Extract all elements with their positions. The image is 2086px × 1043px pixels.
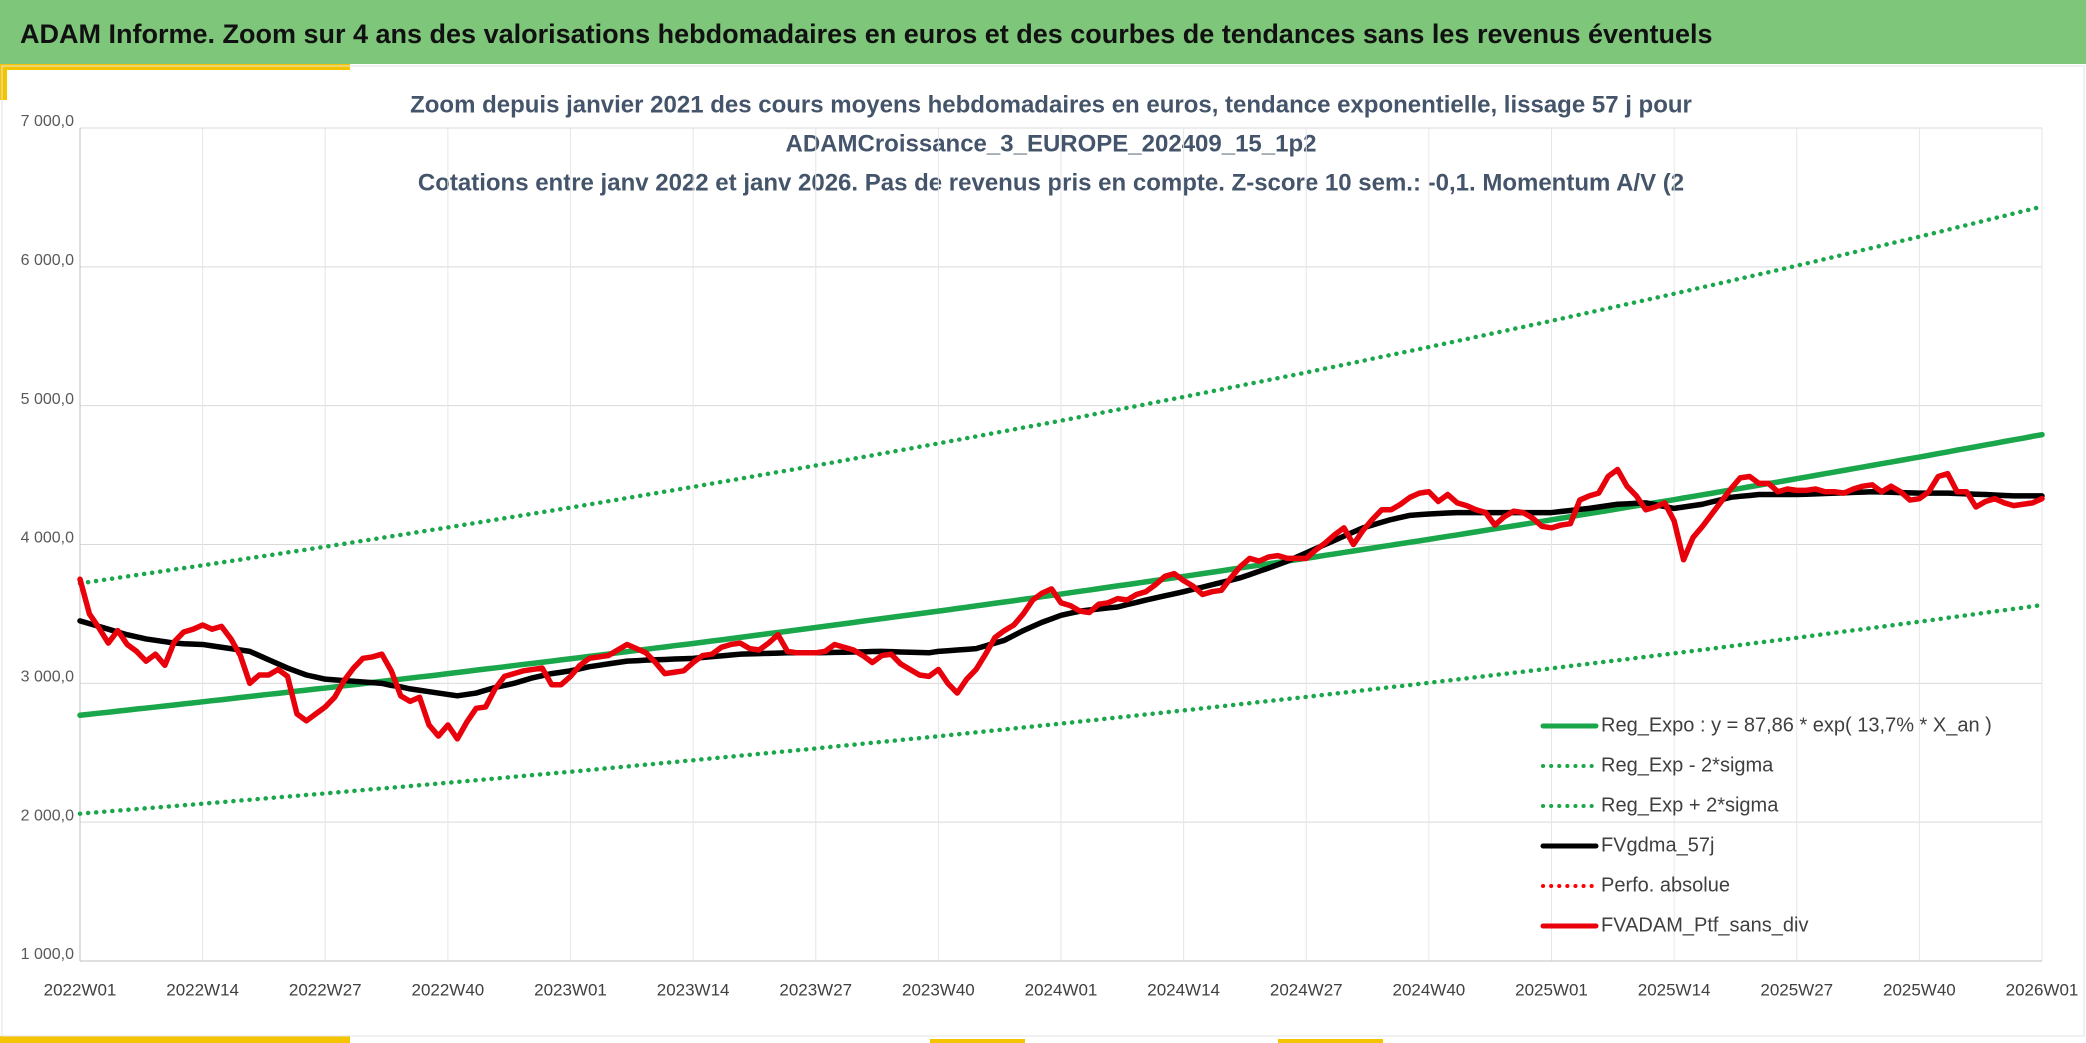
x-tick-label: 2024W27 [1270, 980, 1343, 999]
accent [930, 1039, 1025, 1043]
header-title: ADAM Informe. Zoom sur 4 ans des valoris… [20, 19, 1713, 49]
series-line [77, 488, 2045, 699]
y-tick-label: 4 000,0 [21, 530, 74, 547]
chart-frame [1, 65, 2085, 1037]
header-band [0, 0, 2086, 64]
legend: Reg_Expo : y = 87,86 * exp( 13,7% * X_an… [1540, 714, 1992, 936]
accent [1278, 1039, 1383, 1043]
y-tick-label: 3 000,0 [21, 669, 74, 686]
legend-label: Reg_Exp + 2*sigma [1601, 794, 1779, 816]
y-tick-label: 1 000,0 [21, 946, 74, 963]
x-tick-label: 2022W01 [44, 980, 117, 999]
chart-title: ADAMCroissance_3_EUROPE_202409_15_1p2 [786, 130, 1317, 157]
y-tick-label: 2 000,0 [21, 807, 74, 824]
legend-label: Reg_Expo : y = 87,86 * exp( 13,7% * X_an… [1601, 714, 1992, 736]
plot-area [77, 204, 2045, 816]
series-line [77, 466, 2045, 742]
legend-label: Perfo. absolue [1601, 874, 1730, 896]
x-tick-label: 2024W01 [1025, 980, 1098, 999]
x-tick-label: 2023W14 [657, 980, 730, 999]
accent [0, 64, 7, 100]
x-tick-label: 2022W14 [166, 980, 239, 999]
chart-title: Cotations entre janv 2022 et janv 2026. … [418, 169, 1684, 196]
accent [0, 1036, 350, 1043]
legend-label: FVADAM_Ptf_sans_div [1601, 914, 1809, 936]
series-line [77, 204, 2045, 586]
x-tick-label: 2022W40 [411, 980, 484, 999]
x-tick-label: 2026W01 [2006, 980, 2079, 999]
x-tick-label: 2023W27 [779, 980, 852, 999]
x-tick-label: 2023W40 [902, 980, 975, 999]
series-line [77, 431, 2045, 719]
x-tick-label: 2025W14 [1638, 980, 1711, 999]
chart-title: Zoom depuis janvier 2021 des cours moyen… [410, 91, 1692, 118]
x-tick-label: 2024W40 [1392, 980, 1465, 999]
series-line [77, 602, 2045, 816]
y-tick-label: 5 000,0 [21, 391, 74, 408]
legend-label: Reg_Exp - 2*sigma [1601, 754, 1774, 776]
accent [0, 64, 350, 70]
y-tick-label: 6 000,0 [21, 252, 74, 269]
grid: 1 000,0 2 000,0 3 000,0 4 000,0 5 000,0 6 000… [21, 113, 2079, 999]
x-tick-label: 2024W14 [1147, 980, 1220, 999]
y-tick-label: 7 000,0 [21, 113, 74, 130]
x-tick-label: 2025W40 [1883, 980, 1956, 999]
x-tick-label: 2025W27 [1760, 980, 1833, 999]
x-tick-label: 2025W01 [1515, 980, 1588, 999]
x-tick-label: 2022W27 [289, 980, 362, 999]
x-tick-label: 2023W01 [534, 980, 607, 999]
legend-label: FVgdma_57j [1601, 834, 1714, 856]
